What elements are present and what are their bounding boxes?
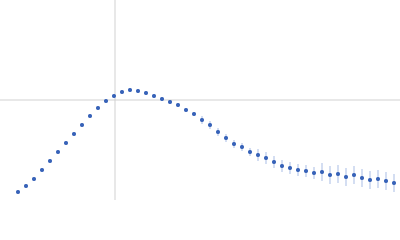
- data-point: [120, 90, 124, 94]
- data-point: [200, 118, 204, 122]
- data-point: [96, 106, 100, 110]
- data-point: [232, 142, 236, 146]
- data-point: [328, 173, 332, 177]
- data-point: [384, 179, 388, 183]
- data-point: [152, 94, 156, 98]
- data-point: [56, 150, 60, 154]
- data-point: [112, 94, 116, 98]
- data-point: [192, 112, 196, 116]
- data-point: [176, 103, 180, 107]
- data-point: [280, 164, 284, 168]
- data-point: [16, 190, 20, 194]
- data-point: [248, 150, 252, 154]
- data-point: [128, 88, 132, 92]
- data-point: [264, 156, 268, 160]
- data-point: [160, 97, 164, 101]
- data-point: [184, 108, 188, 112]
- data-point: [304, 169, 308, 173]
- data-point: [24, 184, 28, 188]
- data-point: [392, 181, 396, 185]
- data-point: [40, 168, 44, 172]
- data-point: [368, 178, 372, 182]
- data-point: [224, 136, 228, 140]
- data-point: [136, 89, 140, 93]
- data-point: [312, 171, 316, 175]
- data-point: [344, 175, 348, 179]
- data-point: [80, 123, 84, 127]
- data-point: [144, 91, 148, 95]
- data-point: [288, 166, 292, 170]
- data-point: [104, 99, 108, 103]
- data-point: [48, 159, 52, 163]
- data-point: [296, 168, 300, 172]
- data-point: [240, 145, 244, 149]
- data-point: [88, 114, 92, 118]
- data-point: [376, 177, 380, 181]
- data-point: [64, 141, 68, 145]
- data-point: [32, 177, 36, 181]
- data-point: [216, 130, 220, 134]
- chart: [0, 0, 400, 200]
- data-point: [256, 153, 260, 157]
- data-point: [168, 100, 172, 104]
- data-point: [72, 132, 76, 136]
- data-point: [208, 123, 212, 127]
- data-point: [352, 173, 356, 177]
- data-point: [320, 170, 324, 174]
- data-point: [336, 172, 340, 176]
- data-point: [272, 160, 276, 164]
- data-point: [360, 176, 364, 180]
